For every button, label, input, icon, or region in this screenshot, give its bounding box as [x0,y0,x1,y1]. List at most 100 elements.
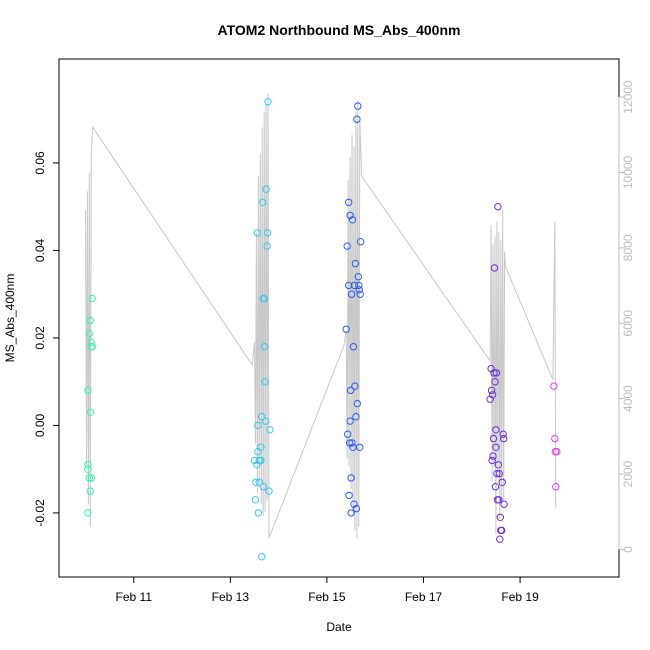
data-point [486,395,494,403]
data-point [264,98,272,106]
data-point [354,102,362,110]
data-point [498,478,506,486]
data-point [86,487,95,495]
data-point [354,273,362,281]
y-tick-label: 0.06 [33,151,47,175]
data-point [355,281,363,290]
data-point [353,115,361,123]
x-tick-label: Feb 19 [501,590,539,604]
data-point [488,456,496,465]
y2-tick-label: 12000 [621,80,635,114]
data-point [349,343,358,351]
y2-axis: 0 2000 4000 6000 8000 10000 12000 [618,80,635,553]
data-point [257,443,265,451]
data-point [351,259,360,268]
data-point [347,509,355,517]
data-point [491,378,499,386]
data-point [87,338,96,346]
data-point [348,216,357,224]
data-point [496,513,504,521]
y2-tick-label: 6000 [621,310,635,337]
data-point [345,491,353,500]
data-point [263,229,272,237]
data-point [491,483,500,491]
data-point [490,264,499,272]
data-point [489,452,497,460]
data-point [259,198,267,207]
data-point [550,382,558,390]
data-point [347,290,356,298]
data-point [553,448,561,456]
data-point [86,316,95,325]
data-point [346,386,355,395]
data-point [258,413,266,421]
data-point [494,461,503,469]
data-point [261,378,269,386]
data-point [343,242,351,250]
data-point [266,426,274,434]
data-point [258,553,266,561]
data-point [487,386,496,395]
data-point [489,434,498,443]
data-point [355,286,363,294]
data-point [488,391,497,399]
right-axis-line [85,93,557,539]
points-layer [84,98,561,561]
x-axis-label: Date [326,620,352,634]
data-point [265,487,273,495]
data-point [346,417,354,425]
data-point [259,483,267,491]
data-point [252,478,260,486]
data-point [492,369,501,377]
data-point [351,382,359,390]
data-point [84,465,92,473]
data-point [84,386,92,395]
y2-tick-label: 4000 [621,385,635,412]
data-point [356,290,364,298]
y2-tick-label: 10000 [621,155,635,189]
y2-tick-label: 8000 [621,234,635,261]
data-point [262,185,270,193]
data-point [492,426,500,434]
data-point [347,474,355,482]
data-point [350,281,359,290]
data-point [257,456,265,465]
y-axis: -0.02 0.00 0.02 0.04 0.06 [33,151,59,527]
data-point [255,478,263,486]
data-point [85,329,94,338]
data-point [88,343,96,351]
data-point [357,238,365,246]
data-point [495,496,503,504]
data-point [495,469,503,478]
data-point [493,469,501,478]
data-point [500,434,508,443]
x-tick-label: Feb 11 [116,590,153,604]
data-point [261,417,270,425]
y-tick-label: -0.02 [33,499,47,527]
data-point [254,421,262,430]
data-point [352,413,360,421]
data-point [551,434,559,443]
x-axis: Feb 11 Feb 13 Feb 15 Feb 17 Feb 19 [116,577,539,604]
y2-tick-label: 2000 [621,460,635,487]
data-point [88,294,96,303]
data-point [499,430,507,438]
data-point [496,535,504,543]
data-point [356,443,364,451]
data-point [84,509,92,517]
chart-title: ATOM2 Northbound MS_Abs_400nm [218,22,461,38]
data-point [352,504,361,513]
data-point [260,294,268,303]
data-point [253,461,261,469]
data-point [498,526,506,535]
data-point [87,474,96,482]
data-point [348,439,356,447]
data-point [344,430,352,438]
data-point [84,461,92,469]
data-point [492,443,500,451]
x-tick-label: Feb 15 [308,590,346,604]
data-point [353,399,361,408]
data-point [494,203,502,211]
data-point [346,211,354,220]
